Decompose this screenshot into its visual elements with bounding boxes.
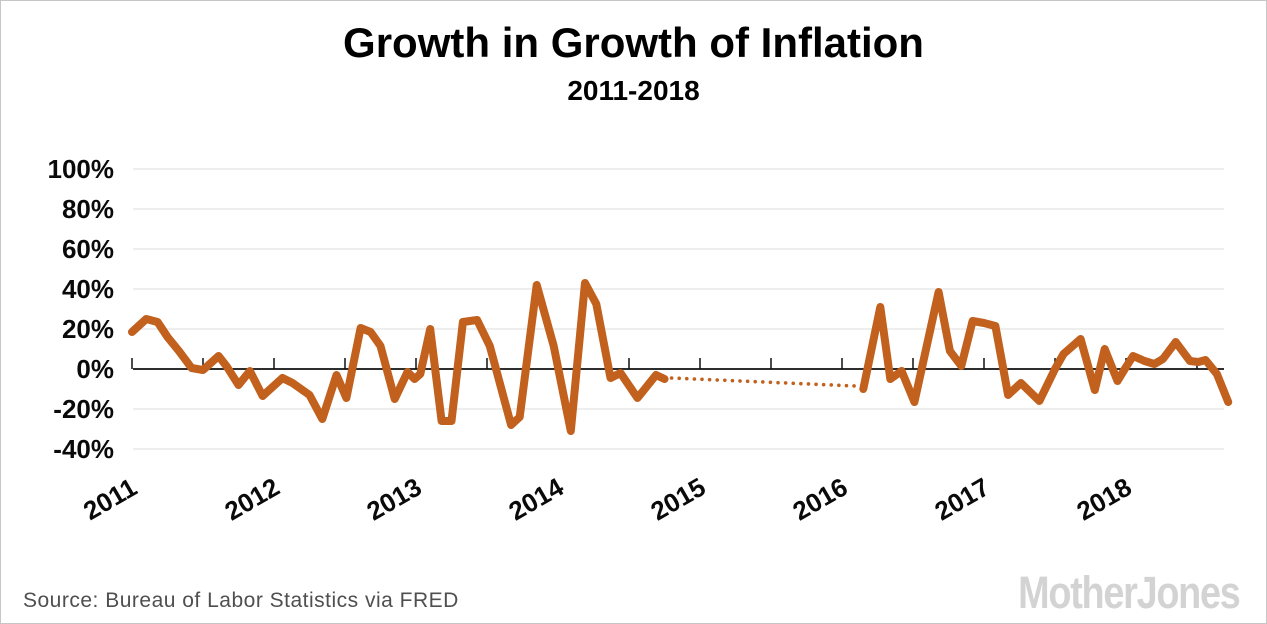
series-line-solid <box>128 279 669 435</box>
source-note: Source: Bureau of Labor Statistics via F… <box>23 589 459 612</box>
y-tick-label: -40% <box>53 434 114 464</box>
chart-title: Growth in Growth of Inflation <box>343 19 924 66</box>
y-tick-label: 100% <box>48 154 115 184</box>
x-year-label: 2014 <box>503 471 569 526</box>
x-year-label: 2017 <box>929 472 994 527</box>
y-tick-label: 0% <box>76 354 114 384</box>
x-year-label: 2013 <box>361 472 426 527</box>
y-tick-label: 20% <box>62 314 114 344</box>
x-year-label: 2011 <box>78 472 142 526</box>
series-line-dotted <box>669 376 857 388</box>
y-tick-label: 80% <box>62 194 114 224</box>
y-tick-label: 60% <box>62 234 114 264</box>
x-year-label: 2012 <box>219 472 284 527</box>
y-tick-label: -20% <box>53 394 114 424</box>
x-year-label: 2018 <box>1071 472 1136 527</box>
x-year-label: 2016 <box>787 472 852 527</box>
y-tick-label: 40% <box>62 274 114 304</box>
motherjones-logo: MotherJones <box>1018 567 1242 618</box>
series-line-solid <box>859 288 1233 406</box>
chart-subtitle: 2011-2018 <box>567 75 700 106</box>
x-year-label: 2015 <box>645 472 710 527</box>
